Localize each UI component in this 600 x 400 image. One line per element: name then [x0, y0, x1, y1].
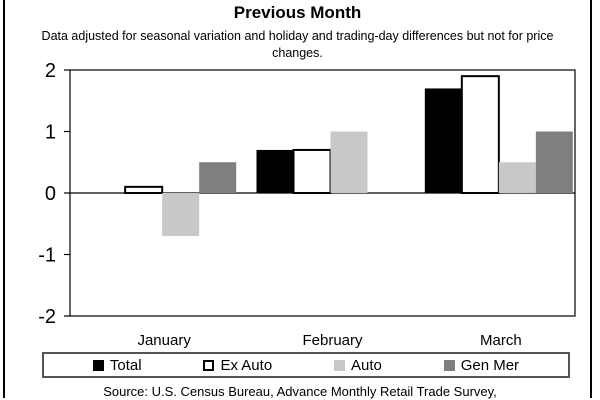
chart-subtitle: Data adjusted for seasonal variation and… — [41, 29, 554, 60]
y-tick-label: 2 — [45, 60, 56, 82]
x-tick-label: March — [480, 332, 522, 349]
legend-swatch-gen-mer — [443, 359, 455, 371]
bar-total — [88, 193, 126, 194]
legend-item-gen-mer: Gen Mer — [443, 356, 520, 374]
legend-label-ex-auto: Ex Auto — [220, 356, 273, 374]
y-tick-label: -2 — [38, 306, 56, 328]
bar-gen-mer — [535, 131, 573, 193]
bar-ex-auto — [460, 75, 500, 194]
legend-swatch-auto — [334, 359, 345, 371]
legend-swatch-total — [92, 359, 104, 371]
y-tick-label: -1 — [38, 245, 56, 267]
bar-total — [256, 149, 294, 193]
chart-title: Previous Month — [233, 3, 362, 22]
chart-frame: Previous Month Data adjusted for seasona… — [3, 0, 592, 398]
legend-label-gen-mer: Gen Mer — [460, 356, 520, 374]
bar-auto — [330, 131, 368, 193]
legend-label-auto: Auto — [351, 356, 382, 374]
y-tick-label: 1 — [45, 122, 56, 144]
legend-swatch-ex-auto — [203, 359, 215, 371]
bar-ex-auto — [292, 148, 332, 194]
bar-ex-auto — [124, 185, 164, 195]
bar-auto — [162, 193, 200, 237]
bar-total — [424, 88, 462, 193]
legend-label-total: Total — [109, 356, 142, 374]
source-note: Source: U.S. Census Bureau, Advance Mont… — [103, 384, 497, 399]
bar-auto — [498, 162, 536, 193]
y-tick-label: 0 — [45, 183, 56, 205]
legend-item-ex-auto: Ex Auto — [203, 357, 272, 374]
legend-item-auto: Auto — [334, 357, 382, 374]
bar-gen-mer — [199, 162, 237, 193]
x-tick-label: January — [137, 332, 191, 349]
legend-item-total: Total — [92, 356, 142, 374]
legend: Total Ex Auto Auto Gen Mer — [42, 352, 570, 378]
x-tick-label: February — [302, 332, 363, 349]
